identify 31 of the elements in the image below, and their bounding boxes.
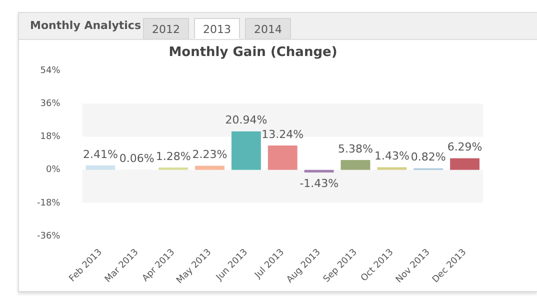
text: Monthly Analytics	[30, 19, 141, 32]
data-label: 2.41%	[82, 148, 118, 161]
y-tick-label: -36%	[36, 231, 61, 242]
bar	[450, 158, 480, 170]
y-tick-label: 54%	[40, 66, 61, 76]
data-label: 0.82%	[410, 150, 446, 164]
bar	[195, 166, 224, 170]
data-label: 6.29%	[447, 140, 482, 154]
bar	[340, 160, 370, 170]
data-label: 1.43%	[374, 150, 410, 163]
bar	[304, 170, 334, 172]
bar	[86, 165, 116, 170]
bar	[268, 146, 298, 170]
data-label: 1.28%	[156, 150, 191, 163]
y-tick-label: 18%	[40, 132, 61, 142]
bar	[158, 167, 188, 170]
y-tick-label: 36%	[40, 99, 61, 110]
text: 2012	[143, 18, 189, 39]
data-label: -1.43%	[300, 176, 339, 190]
data-label: 2.23%	[192, 148, 228, 162]
data-label: 20.94%	[225, 114, 268, 127]
data-label: 13.24%	[262, 128, 304, 141]
bar	[377, 167, 407, 170]
y-tick-label: -18%	[36, 198, 61, 208]
bar	[231, 131, 261, 170]
data-label: 0.06%	[119, 152, 154, 166]
chart-title: Monthly Gain (Change)	[168, 45, 338, 60]
text: 2013	[194, 18, 240, 39]
data-label: 5.38%	[338, 142, 373, 156]
text: 2014	[245, 18, 291, 39]
y-tick-label: 0%	[46, 165, 61, 176]
